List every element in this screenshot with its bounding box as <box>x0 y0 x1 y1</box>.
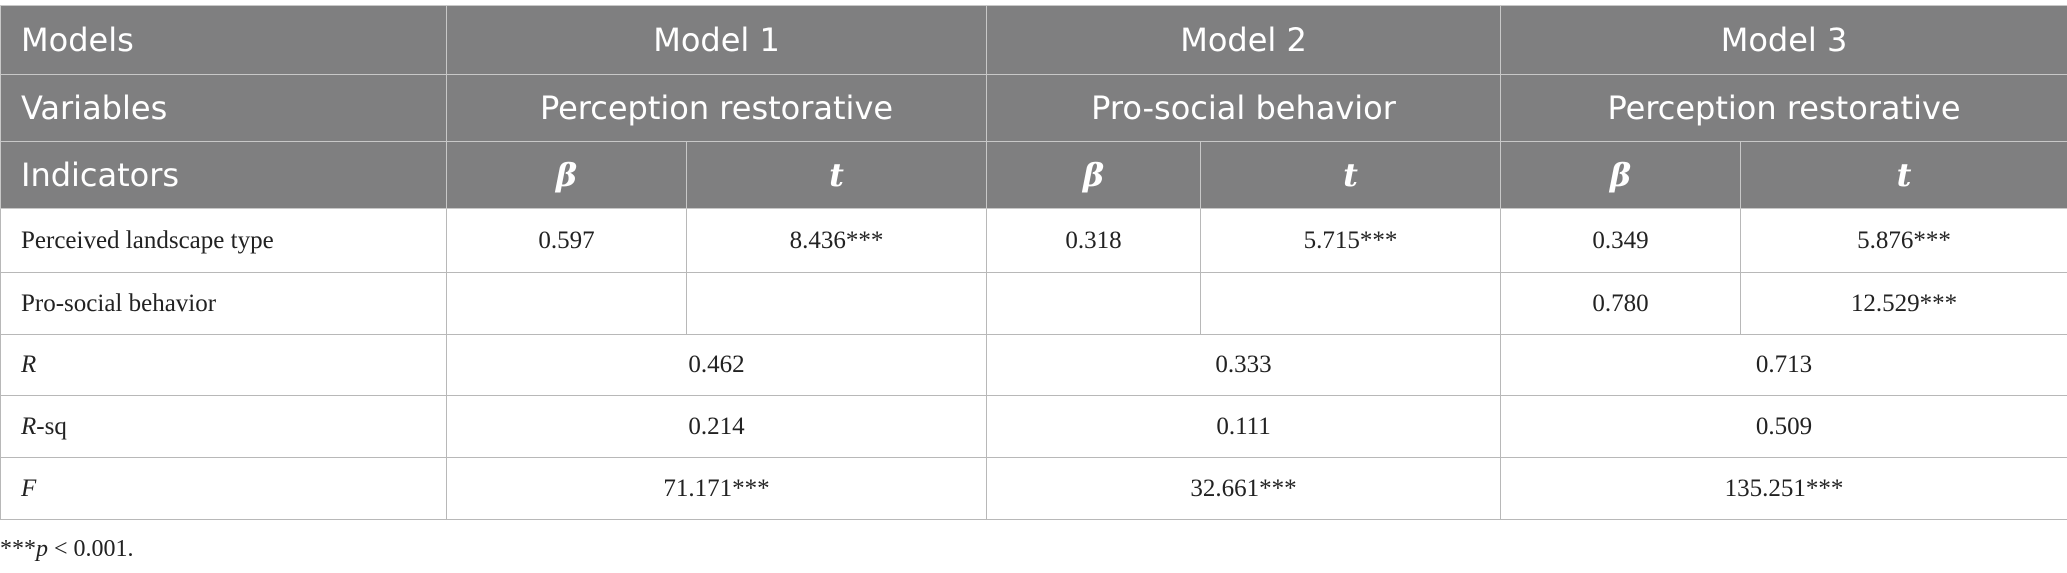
body-row: R 0.462 0.333 0.713 <box>0 334 2067 396</box>
value-cell: 32.661*** <box>986 457 1502 520</box>
header-row: Indicators β t β t β t <box>0 141 2067 209</box>
footnote: ***p < 0.001. <box>0 536 134 563</box>
header-cell: β <box>446 141 687 209</box>
value-cell: 5.715*** <box>1200 208 1502 273</box>
body-row: Pro-social behavior 0.780 12.529*** <box>0 272 2067 335</box>
value-cell: 0.333 <box>986 334 1502 396</box>
header-cell: β <box>986 141 1202 209</box>
empty-cell <box>1200 272 1502 335</box>
value-cell: 0.780 <box>1500 272 1742 335</box>
empty-cell <box>685 272 988 335</box>
row-label: R <box>0 334 447 396</box>
value-cell: 0.111 <box>986 395 1502 458</box>
value-cell: 135.251*** <box>1500 457 2067 520</box>
empty-cell <box>986 272 1202 335</box>
header-cell: t <box>685 141 988 209</box>
footnote-marker: *** <box>0 536 36 562</box>
body-row: R-sq 0.214 0.111 0.509 <box>0 395 2067 458</box>
value-cell: 5.876*** <box>1740 208 2067 273</box>
header-cell: Models <box>0 5 447 75</box>
row-label: R-sq <box>0 395 447 458</box>
header-cell: Model 2 <box>986 5 1502 75</box>
header-cell: Perception restorative <box>1500 74 2067 142</box>
header-row: Variables Perception restorative Pro-socia… <box>0 74 2067 142</box>
value-cell: 0.597 <box>446 208 687 273</box>
empty-cell <box>446 272 687 335</box>
regression-table: Models Model 1 Model 2 Model 3 Variables Perc… <box>0 5 2067 520</box>
stat-symbol: F <box>21 474 37 502</box>
stat-symbol: R <box>21 412 37 440</box>
value-cell: 0.462 <box>445 334 988 396</box>
header-cell: Model 1 <box>445 5 988 75</box>
footnote-p: p <box>36 536 48 562</box>
header-cell: t <box>1740 141 2067 209</box>
stat-suffix: -sq <box>36 412 67 440</box>
header-cell: Indicators <box>0 141 447 209</box>
value-cell: 0.349 <box>1500 208 1742 273</box>
header-cell: Pro-social behavior <box>986 74 1502 142</box>
header-row: Models Model 1 Model 2 Model 3 <box>0 5 2067 75</box>
value-cell: 0.318 <box>986 208 1202 273</box>
header-cell: t <box>1200 141 1502 209</box>
header-cell: Perception restorative <box>445 74 988 142</box>
stat-symbol: R <box>21 351 37 378</box>
body-row: F 71.171*** 32.661*** 135.251*** <box>0 457 2067 520</box>
value-cell: 71.171*** <box>445 457 988 520</box>
header-cell: Variables <box>0 74 447 142</box>
row-label: Pro-social behavior <box>0 272 447 335</box>
row-label: F <box>0 457 447 520</box>
value-cell: 12.529*** <box>1740 272 2067 335</box>
footnote-text: < 0.001. <box>48 536 134 562</box>
value-cell: 8.436*** <box>685 208 988 273</box>
header-cell: β <box>1500 141 1742 209</box>
row-label: Perceived landscape type <box>0 208 447 273</box>
value-cell: 0.713 <box>1500 334 2067 396</box>
value-cell: 0.509 <box>1500 395 2067 458</box>
value-cell: 0.214 <box>445 395 988 458</box>
body-row: Perceived landscape type 0.597 8.436*** 0.3… <box>0 208 2067 273</box>
header-cell: Model 3 <box>1500 5 2067 75</box>
